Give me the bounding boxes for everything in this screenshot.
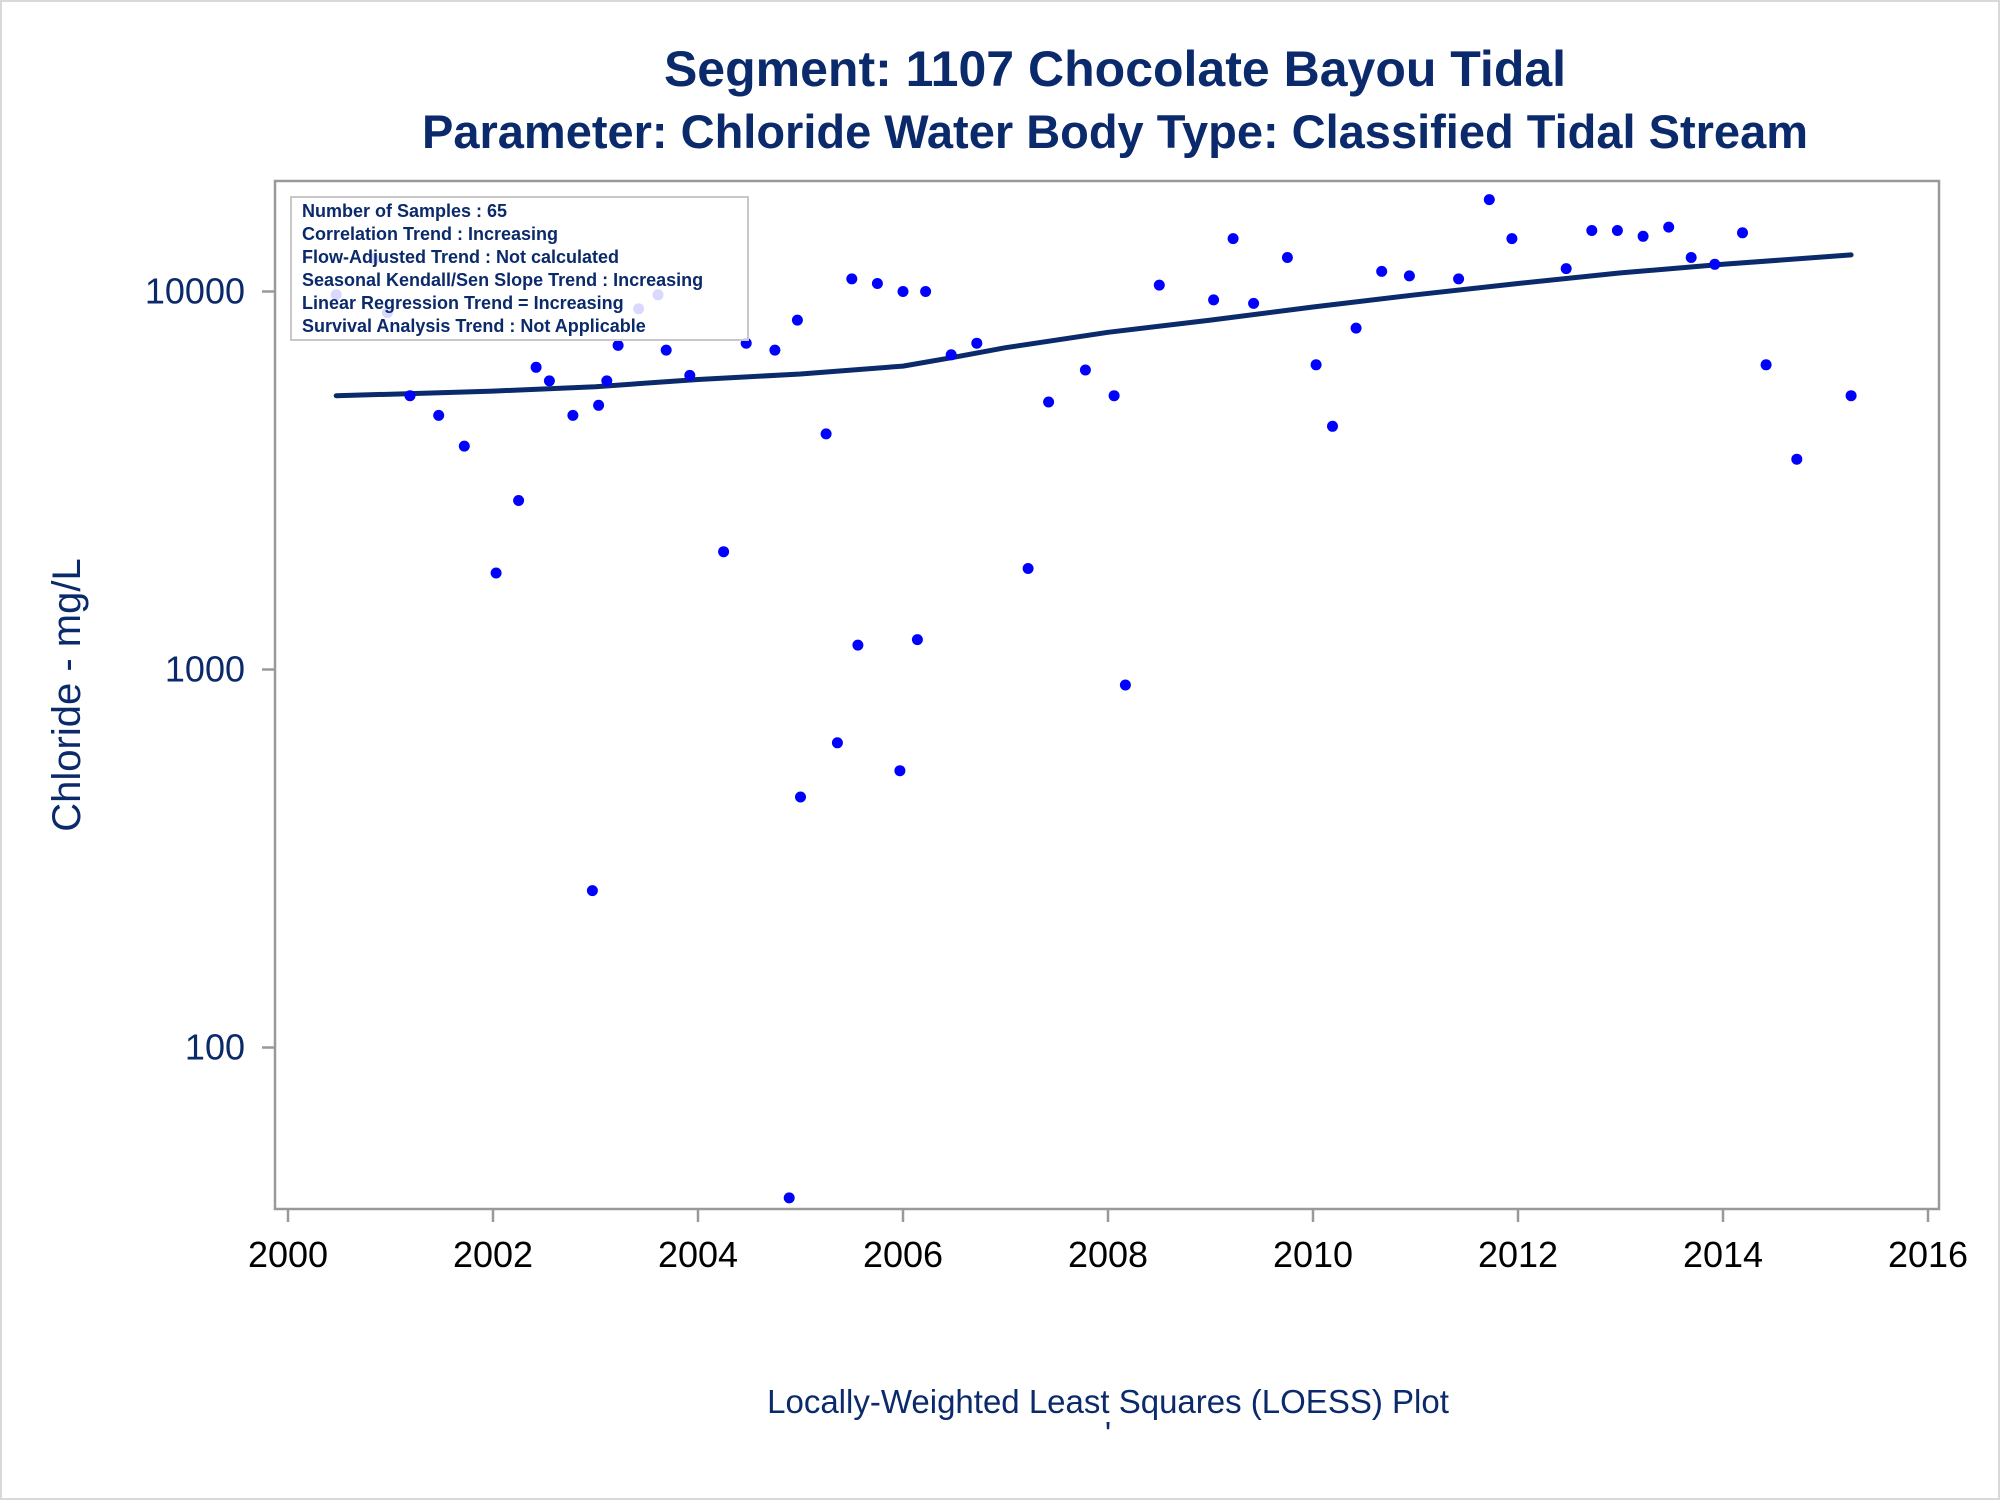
data-point bbox=[1506, 233, 1518, 245]
loess-line bbox=[333, 252, 1854, 399]
data-point bbox=[1737, 227, 1748, 239]
y-tick-label: 1000 bbox=[165, 649, 245, 690]
data-point bbox=[1760, 359, 1772, 371]
data-point bbox=[897, 286, 909, 297]
data-point bbox=[1108, 390, 1120, 402]
data-point bbox=[971, 337, 983, 349]
data-point bbox=[1845, 390, 1857, 402]
data-point bbox=[1208, 294, 1220, 306]
x-tick-label: 2014 bbox=[1683, 1234, 1763, 1275]
plot-area bbox=[273, 179, 1941, 1211]
data-point bbox=[1310, 359, 1322, 371]
x-tick-label: 2004 bbox=[658, 1234, 738, 1275]
x-tick-label: 2016 bbox=[1888, 1234, 1968, 1275]
data-point bbox=[530, 361, 542, 373]
data-point bbox=[791, 314, 803, 326]
chart-subtitle: Parameter: Chloride Water Body Type: Cla… bbox=[422, 105, 1808, 158]
data-point bbox=[433, 409, 445, 421]
data-point bbox=[567, 409, 579, 421]
data-point bbox=[852, 639, 864, 651]
data-point bbox=[593, 399, 605, 411]
data-point bbox=[601, 375, 613, 387]
loess-series bbox=[333, 252, 1854, 399]
data-point bbox=[871, 278, 883, 289]
data-point bbox=[894, 765, 906, 777]
data-point bbox=[945, 349, 957, 361]
data-point bbox=[1350, 322, 1362, 334]
scatter-series bbox=[330, 194, 1857, 1204]
data-point bbox=[795, 791, 806, 803]
data-point bbox=[1611, 225, 1623, 236]
data-point bbox=[1248, 297, 1260, 309]
data-point bbox=[769, 344, 781, 356]
data-point bbox=[1281, 252, 1293, 263]
data-point bbox=[1153, 279, 1165, 291]
x-tick-label: 2008 bbox=[1068, 1234, 1148, 1275]
data-point bbox=[1637, 230, 1649, 242]
legend-line-samples: Number of Samples : 65 bbox=[302, 201, 507, 221]
x-axis-label: Locally-Weighted Least Squares (LOESS) P… bbox=[767, 1383, 1449, 1420]
data-point bbox=[1079, 364, 1091, 376]
data-point bbox=[513, 495, 525, 506]
data-point bbox=[718, 546, 730, 558]
footnote-mark: ' bbox=[1105, 1415, 1111, 1452]
x-tick-label: 2010 bbox=[1273, 1234, 1353, 1275]
data-point bbox=[820, 428, 832, 440]
data-point bbox=[911, 634, 923, 646]
data-point bbox=[1227, 233, 1239, 245]
data-point bbox=[612, 339, 624, 351]
x-tick-label: 2006 bbox=[863, 1234, 943, 1275]
x-axis: 2000 2002 2004 2006 2008 2010 2012 2014 2016 bbox=[248, 1209, 1968, 1275]
stats-legend: Number of Samples : 65 Correlation Trend… bbox=[290, 196, 749, 341]
legend-line-seasonal-kendall: Seasonal Kendall/Sen Slope Trend : Incre… bbox=[302, 270, 703, 290]
data-point bbox=[404, 390, 416, 402]
data-point bbox=[1685, 252, 1697, 263]
data-point bbox=[490, 567, 502, 579]
data-point bbox=[1483, 194, 1495, 206]
data-point bbox=[1043, 396, 1055, 408]
data-point bbox=[1663, 221, 1675, 233]
data-point bbox=[458, 440, 470, 452]
data-point bbox=[1327, 420, 1338, 432]
legend-box bbox=[290, 196, 749, 341]
y-tick-label: 100 bbox=[185, 1027, 245, 1068]
data-point bbox=[846, 273, 858, 285]
x-tick-label: 2000 bbox=[248, 1234, 328, 1275]
legend-line-linear-regression: Linear Regression Trend = Increasing bbox=[302, 293, 624, 313]
x-tick-label: 2012 bbox=[1478, 1234, 1558, 1275]
y-tick-label: 10000 bbox=[145, 271, 245, 312]
legend-line-correlation: Correlation Trend : Increasing bbox=[302, 224, 558, 244]
data-point bbox=[1453, 273, 1465, 285]
data-point bbox=[543, 375, 555, 387]
data-point bbox=[1586, 225, 1598, 236]
data-point bbox=[783, 1192, 795, 1204]
y-axis: 100 1000 10000 bbox=[145, 271, 275, 1068]
data-point bbox=[1119, 679, 1131, 691]
data-point bbox=[1791, 453, 1803, 465]
data-point bbox=[1022, 563, 1034, 574]
legend-line-survival-analysis: Survival Analysis Trend : Not Applicable bbox=[302, 316, 646, 336]
chart-title: Segment: 1107 Chocolate Bayou Tidal bbox=[664, 41, 1566, 97]
data-point bbox=[1560, 263, 1572, 275]
data-point bbox=[1403, 270, 1415, 282]
y-axis-label: Chloride - mg/L bbox=[45, 558, 89, 831]
data-point bbox=[1376, 265, 1388, 277]
data-point bbox=[660, 344, 672, 356]
data-point bbox=[831, 737, 843, 749]
legend-line-flow-adjusted: Flow-Adjusted Trend : Not calculated bbox=[302, 247, 619, 267]
data-point bbox=[684, 369, 696, 381]
x-tick-label: 2002 bbox=[453, 1234, 533, 1275]
data-point bbox=[1709, 258, 1721, 270]
data-point bbox=[920, 286, 932, 297]
data-point bbox=[586, 885, 598, 897]
